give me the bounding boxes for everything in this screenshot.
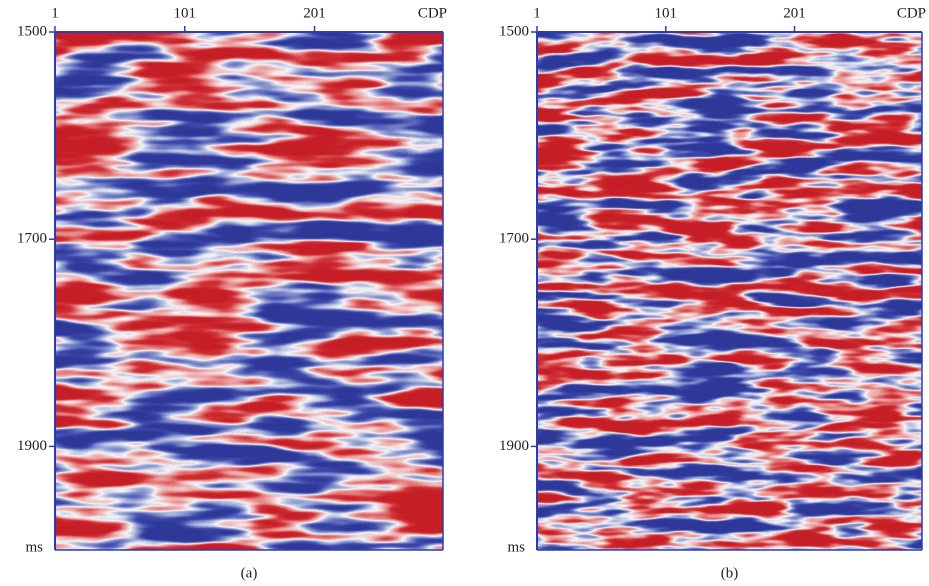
x-tick-label: 201 <box>783 5 806 21</box>
y-tick-label: 1500 <box>499 23 529 39</box>
x-axis-label: CDP <box>418 5 447 21</box>
y-axis-label: ms <box>507 539 525 555</box>
x-tick-label: 1 <box>533 5 541 21</box>
y-tick-label: 1900 <box>499 438 529 454</box>
y-tick-label: 1900 <box>17 438 47 454</box>
y-axis-label: ms <box>25 539 43 555</box>
x-tick-label: 101 <box>655 5 678 21</box>
y-tick-label: 1500 <box>17 23 47 39</box>
caption: (b) <box>721 565 739 581</box>
y-tick-label: 1700 <box>499 231 529 247</box>
x-axis-label: CDP <box>897 5 926 21</box>
x-tick-label: 101 <box>174 5 197 21</box>
x-tick-label: 201 <box>303 5 326 21</box>
seismic-section <box>537 32 922 550</box>
caption: (a) <box>241 565 258 581</box>
x-tick-label: 1 <box>51 5 59 21</box>
y-tick-label: 1700 <box>17 231 47 247</box>
seismic-section <box>55 32 443 550</box>
